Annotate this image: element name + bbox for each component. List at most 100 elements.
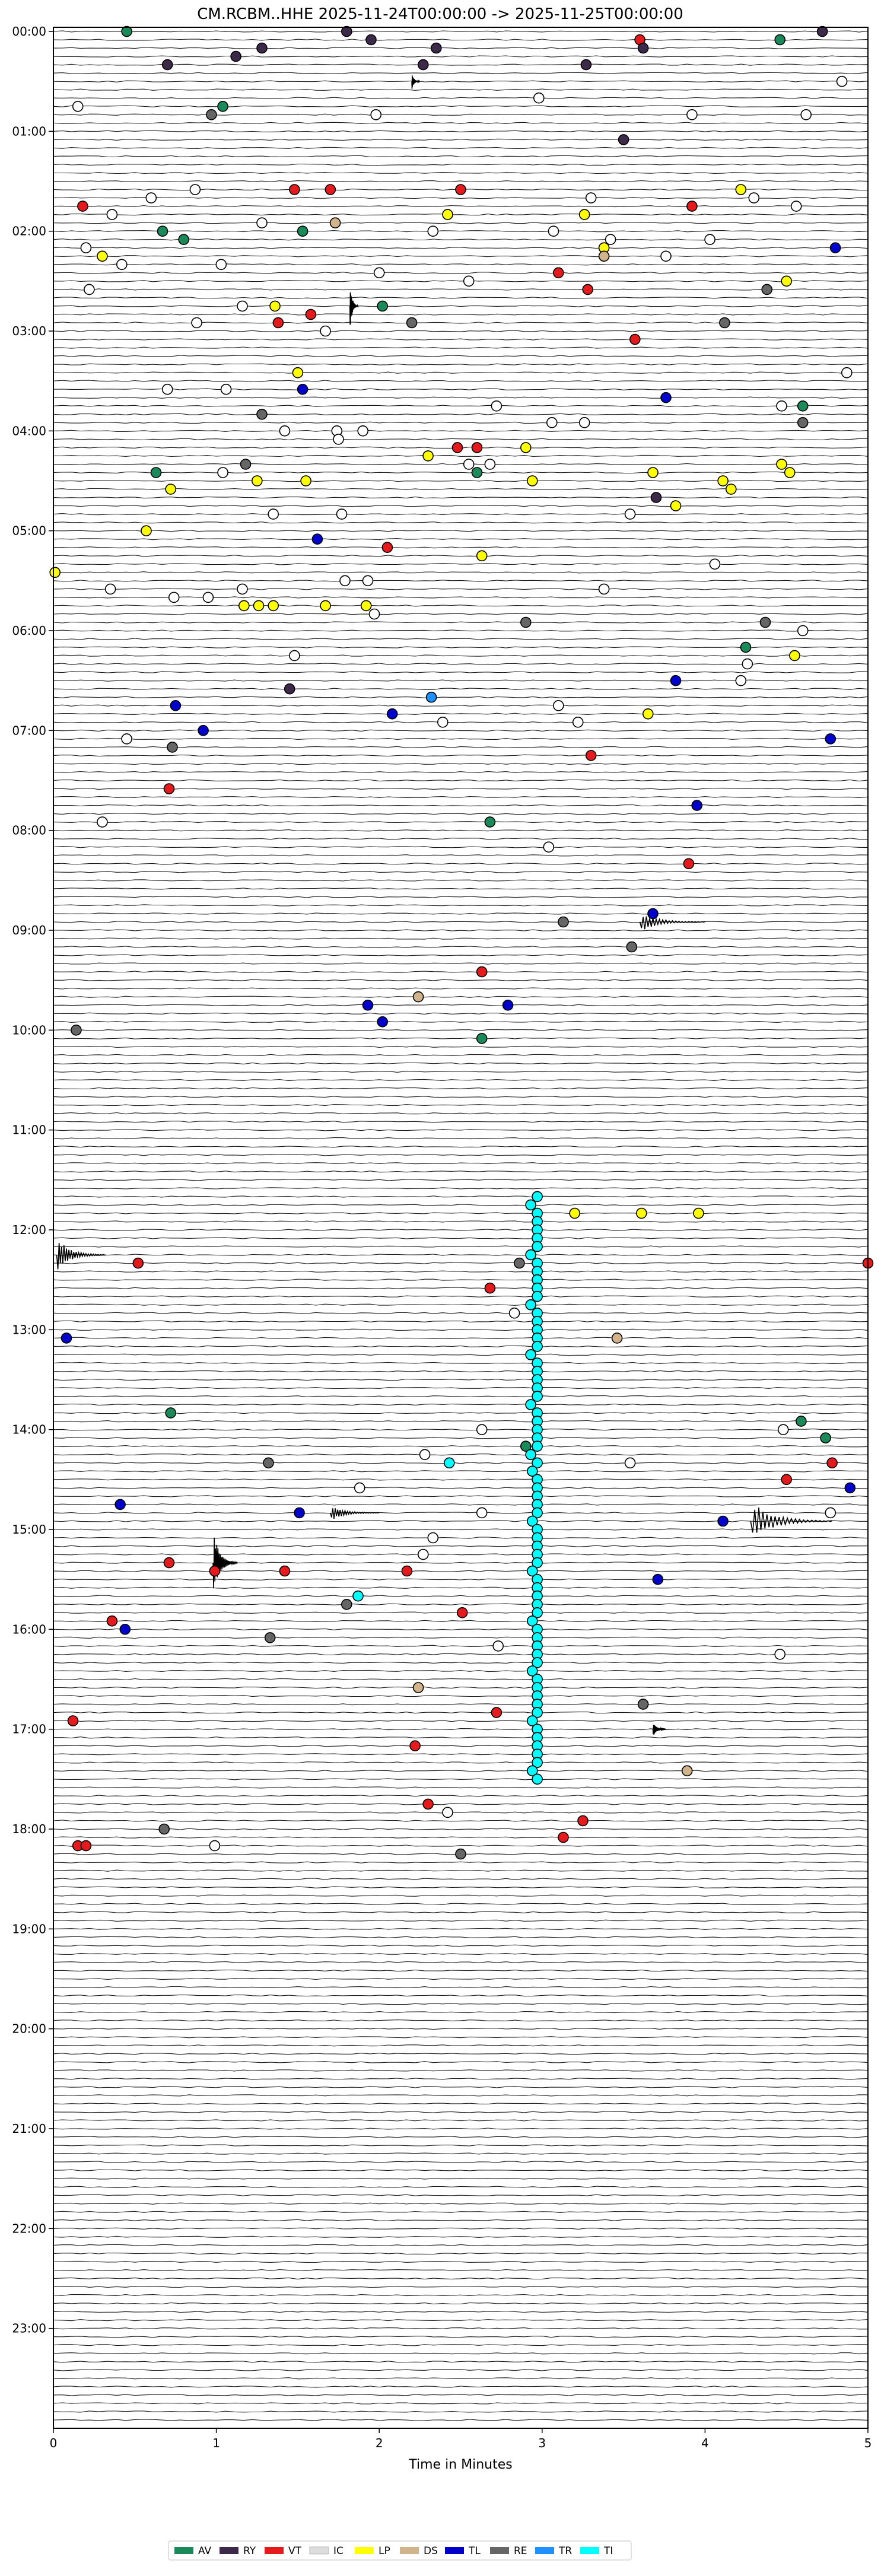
event-marker-ti xyxy=(526,1715,538,1726)
trace-line xyxy=(53,97,869,99)
y-tick-label: 06:00 xyxy=(12,624,46,638)
trace-line xyxy=(53,1095,869,1098)
event-marker-re xyxy=(256,408,268,420)
trace-line xyxy=(53,1020,869,1023)
legend-label-ds: DS xyxy=(424,2545,438,2557)
trace-line xyxy=(53,1537,869,1539)
trace-line xyxy=(53,1079,869,1082)
event-marker-ic xyxy=(437,717,449,728)
event-marker-ic xyxy=(370,109,382,120)
event-marker-tl xyxy=(311,533,323,545)
trace-line xyxy=(53,1936,869,1939)
trace-line xyxy=(53,962,869,965)
trace-line xyxy=(53,1761,869,1764)
event-marker-ti xyxy=(532,1757,543,1769)
trace-line xyxy=(53,1628,869,1630)
trace-line xyxy=(53,1420,869,1423)
event-marker-ic xyxy=(279,425,291,437)
trace-line xyxy=(53,2336,869,2338)
trace-line xyxy=(53,846,869,848)
trace-line xyxy=(53,80,869,82)
legend-label-ic: IC xyxy=(333,2545,344,2557)
event-marker-lp xyxy=(776,459,787,470)
trace-line xyxy=(53,2094,869,2097)
event-marker-ic xyxy=(268,508,279,520)
trace-line xyxy=(53,1212,869,1214)
trace-line xyxy=(53,1803,869,1805)
event-marker-re xyxy=(558,916,569,928)
y-axis-ticks: 00:00 01:00 02:00 03:00 04:00 05:00 06:00 07:00… xyxy=(12,24,53,2336)
event-marker-ic xyxy=(339,575,351,587)
event-marker-av xyxy=(157,225,168,237)
event-marker-ic xyxy=(735,675,747,686)
event-marker-vt xyxy=(409,1740,421,1751)
trace-line xyxy=(53,1070,869,1073)
trace-line xyxy=(53,838,868,840)
trace-line xyxy=(53,155,869,158)
event-marker-vt xyxy=(305,309,317,320)
event-marker-av xyxy=(740,641,752,653)
y-tick-label: 01:00 xyxy=(12,124,46,138)
trace-line xyxy=(53,530,869,532)
trace-line xyxy=(53,580,869,582)
signal-burst xyxy=(652,1725,666,1735)
trace-line xyxy=(53,1429,869,1431)
event-marker-ic xyxy=(104,583,116,595)
trace-line xyxy=(53,147,869,150)
event-marker-ic xyxy=(121,733,132,745)
legend-label-re: RE xyxy=(514,2545,527,2557)
y-tick-label: 11:00 xyxy=(12,1123,46,1137)
trace-line xyxy=(53,30,869,33)
event-marker-vt xyxy=(67,1715,79,1726)
event-marker-ic xyxy=(742,658,753,670)
signal-burst xyxy=(349,292,359,325)
event-marker-ic xyxy=(836,75,848,87)
event-marker-vt xyxy=(629,333,641,345)
trace-line xyxy=(53,2227,868,2230)
event-marker-vt xyxy=(381,542,393,554)
event-marker-lp xyxy=(717,475,729,486)
trace-line xyxy=(53,1320,869,1322)
trace-line xyxy=(53,921,869,923)
trace-line xyxy=(53,479,869,482)
event-marker-ic xyxy=(191,317,202,329)
y-tick-label: 17:00 xyxy=(12,1722,46,1737)
trace-line xyxy=(53,646,869,648)
trace-line xyxy=(53,1503,869,1506)
event-marker-ic xyxy=(463,459,475,470)
trace-line xyxy=(53,297,869,299)
event-marker-ic xyxy=(491,400,502,412)
y-tick-label: 00:00 xyxy=(12,24,46,39)
trace-line xyxy=(53,1462,869,1464)
trace-line xyxy=(53,1445,869,1448)
trace-line xyxy=(53,1636,869,1639)
trace-line xyxy=(53,388,869,390)
trace-line xyxy=(53,454,869,457)
legend-label-vt: VT xyxy=(288,2545,302,2557)
trace-line xyxy=(53,1337,869,1339)
event-marker-ic xyxy=(336,508,348,520)
trace-line xyxy=(53,1844,869,1847)
trace-line xyxy=(53,1977,869,1980)
event-marker-lp xyxy=(253,600,265,612)
trace-line xyxy=(53,63,869,66)
event-marker-vt xyxy=(552,267,564,279)
trace-line xyxy=(53,504,869,507)
trace-line xyxy=(53,1528,869,1531)
event-marker-ti xyxy=(526,1615,538,1627)
event-marker-ic xyxy=(790,201,802,212)
event-marker-ic xyxy=(686,109,698,120)
trace-line xyxy=(53,1886,869,1888)
trace-line xyxy=(53,1270,869,1273)
event-marker-vt xyxy=(577,1815,589,1827)
event-marker-ic xyxy=(106,209,118,220)
trace-line xyxy=(53,222,869,224)
event-marker-lp xyxy=(269,300,281,312)
event-marker-tl xyxy=(647,908,659,920)
y-tick-label: 08:00 xyxy=(12,823,46,838)
event-marker-lp xyxy=(643,708,654,720)
trace-line xyxy=(53,1703,869,1706)
y-tick-label: 23:00 xyxy=(12,2321,46,2336)
event-marker-lp xyxy=(300,475,311,486)
